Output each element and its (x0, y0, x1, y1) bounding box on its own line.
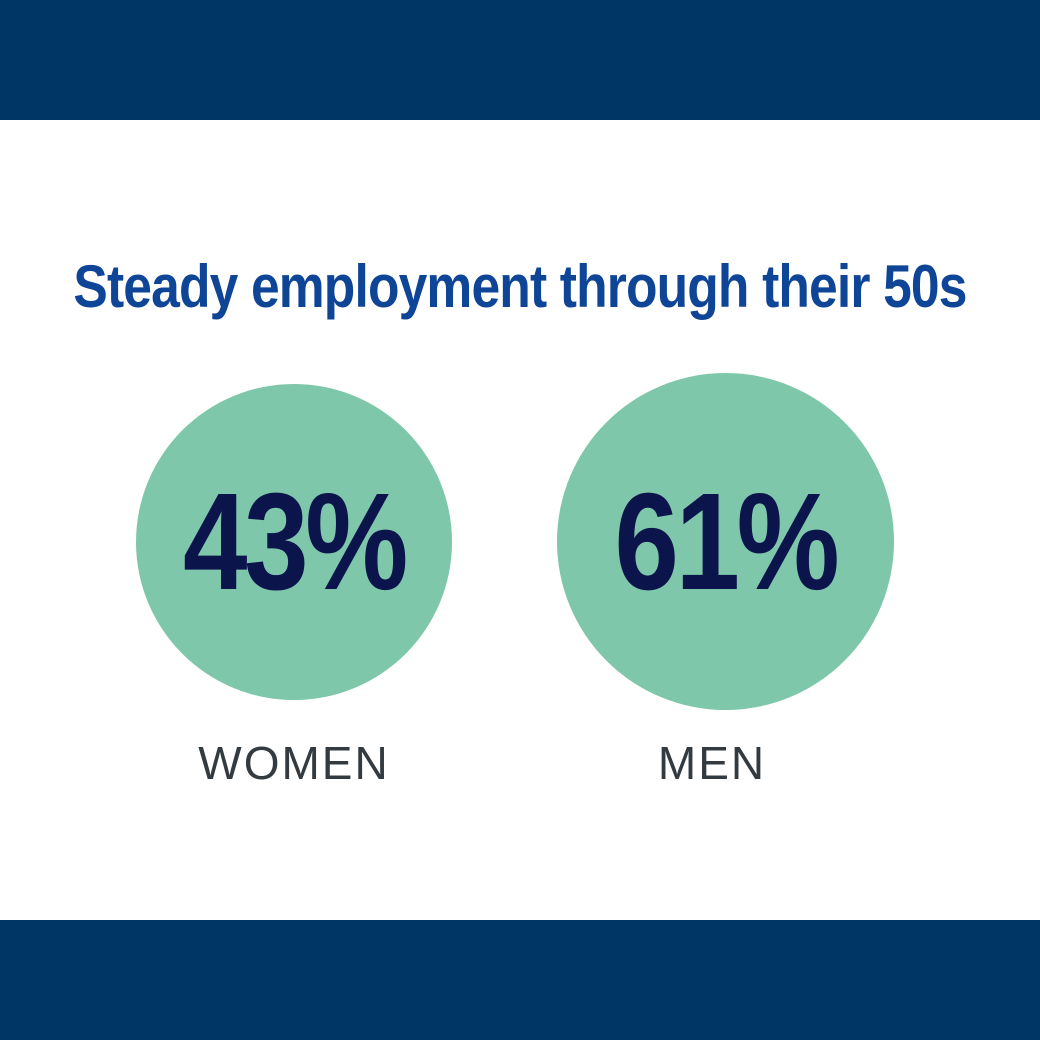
stat-label-women: WOMEN (198, 737, 390, 789)
stat-value-women: 43% (183, 465, 408, 619)
stat-circle-men (557, 373, 894, 710)
top-band (0, 0, 1040, 120)
stat-label-men: MEN (657, 737, 767, 789)
chart-title: Steady employment through their 50s (73, 253, 967, 320)
stat-circle-women (136, 384, 452, 700)
bottom-band (0, 920, 1040, 1040)
stat-value-men: 61% (614, 465, 839, 619)
